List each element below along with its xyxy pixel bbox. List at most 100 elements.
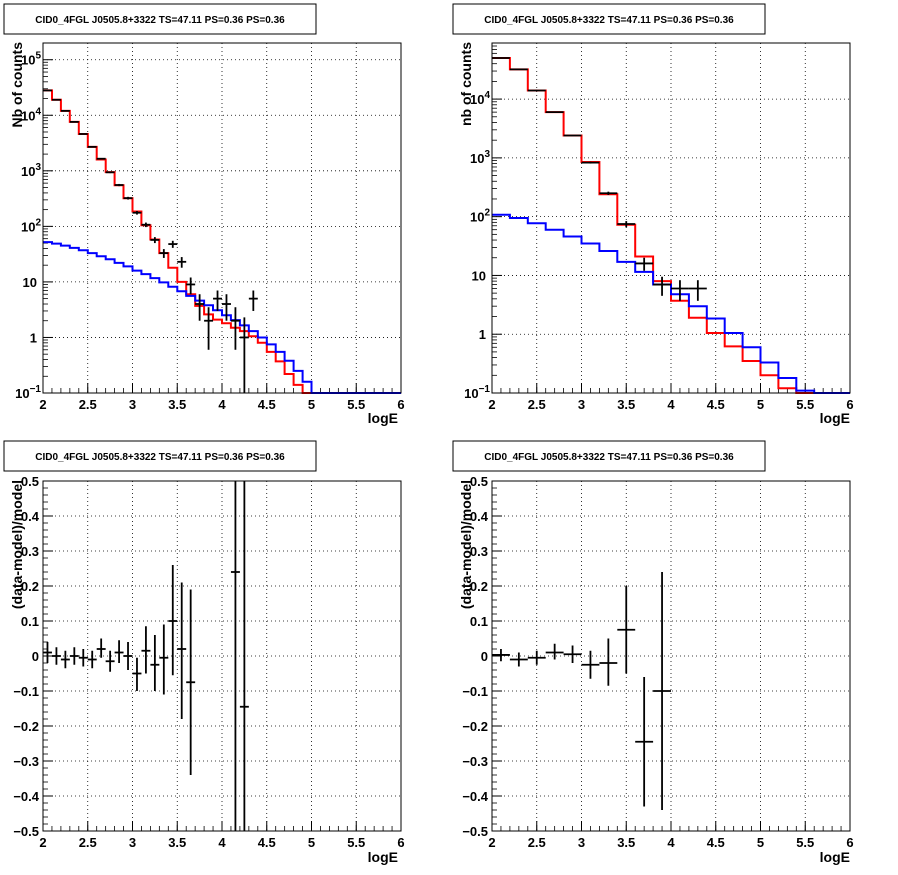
x-tick-label: 6 (397, 835, 404, 850)
y-tick-label: 103 (470, 149, 490, 166)
panel-bottom-right-residuals: CID0_4FGL J0505.8+3322 TS=47.11 PS=0.36 … (452, 440, 854, 865)
x-tick-label: 4.5 (707, 397, 725, 412)
title-box (3, 440, 317, 472)
chart-title: CID0_4FGL J0505.8+3322 TS=47.11 PS=0.36 … (35, 452, 285, 463)
title-box (452, 3, 766, 35)
y-axis-label: Nb of counts (9, 42, 25, 128)
x-tick-label: 3 (129, 397, 136, 412)
panel-bottom-left-residuals: CID0_4FGL J0505.8+3322 TS=47.11 PS=0.36 … (3, 440, 405, 865)
plot-area: 2 2.5 3 3.5 4 4.5 5 5.5 6 −0.5 −0.4 −0.3 −0.2 −0.1 0 0.… (13, 474, 404, 850)
x-tick-label: 5.5 (796, 397, 814, 412)
plot-frame (42, 480, 402, 832)
x-tick-label: 4.5 (258, 397, 276, 412)
x-tick-label: 4 (218, 397, 226, 412)
y-tick-label: 10 (23, 275, 37, 290)
y-tick-label: 0.4 (470, 509, 489, 524)
x-tick-label: 3 (578, 397, 585, 412)
y-tick-label: 102 (470, 208, 490, 225)
plot-area: 2 2.5 3 3.5 4 4.5 5 5.5 6 10−1 1 10 102 103 104 105 (15, 42, 405, 412)
x-tick-label: 5 (757, 835, 764, 850)
plot-frame (42, 42, 402, 394)
y-axis-label: (data-model)/model (9, 480, 25, 609)
x-tick-label: 5.5 (347, 397, 365, 412)
x-tick-label: 5 (308, 397, 315, 412)
x-tick-label: 2.5 (79, 397, 97, 412)
y-tick-label: 10 (472, 268, 486, 283)
x-tick-label: 6 (397, 397, 404, 412)
plot-frame (491, 480, 851, 832)
panel-top-right-counts: CID0_4FGL J0505.8+3322 TS=47.11 PS=0.36 … (452, 3, 854, 426)
y-tick-label: 1 (479, 327, 486, 342)
y-tick-label: 0.3 (470, 544, 488, 559)
x-tick-label: 2.5 (528, 397, 546, 412)
y-tick-label: 0.2 (21, 579, 39, 594)
x-tick-label: 6 (846, 835, 853, 850)
x-tick-label: 3.5 (617, 397, 635, 412)
y-tick-label: 104 (470, 90, 490, 107)
y-tick-label: −0.2 (13, 719, 39, 734)
x-tick-label: 4.5 (707, 835, 725, 850)
y-tick-label: 0 (32, 649, 39, 664)
x-tick-label: 3.5 (168, 835, 186, 850)
chart-title: CID0_4FGL J0505.8+3322 TS=47.11 PS=0.36 … (35, 15, 285, 26)
x-axis-label: logE (820, 410, 850, 426)
x-tick-label: 4.5 (258, 835, 276, 850)
panel-top-left-counts: CID0_4FGL J0505.8+3322 TS=47.11 PS=0.36 … (3, 3, 405, 426)
x-tick-label: 2 (39, 397, 46, 412)
y-tick-label: 104 (21, 106, 41, 123)
y-tick-label: 105 (21, 51, 41, 68)
plot-area: 2 2.5 3 3.5 4 4.5 5 5.5 6 −0.5 −0.4 −0.3 −0.2 −0.1 0 0.… (462, 474, 853, 850)
y-tick-label: 1 (30, 330, 37, 345)
x-tick-label: 3 (578, 835, 585, 850)
x-tick-label: 4 (218, 835, 226, 850)
x-axis-label: logE (820, 849, 850, 865)
x-tick-label: 5.5 (347, 835, 365, 850)
x-axis-label: logE (368, 410, 398, 426)
y-tick-label: 0.1 (470, 614, 488, 629)
y-tick-label: 10−1 (464, 384, 490, 401)
y-tick-label: 0.2 (470, 579, 488, 594)
x-tick-label: 2 (488, 397, 495, 412)
x-tick-label: 3 (129, 835, 136, 850)
x-tick-label: 2.5 (528, 835, 546, 850)
y-tick-label: −0.4 (13, 789, 39, 804)
y-tick-label: −0.5 (462, 824, 488, 839)
x-tick-label: 2 (488, 835, 495, 850)
x-tick-label: 6 (846, 397, 853, 412)
plot-frame (491, 42, 851, 394)
x-tick-label: 5 (308, 835, 315, 850)
title-box (3, 3, 317, 35)
y-tick-label: −0.1 (462, 684, 488, 699)
x-tick-label: 2.5 (79, 835, 97, 850)
chart-title: CID0_4FGL J0505.8+3322 TS=47.11 PS=0.36 … (484, 15, 734, 26)
x-tick-label: 3.5 (168, 397, 186, 412)
y-tick-label: −0.4 (462, 789, 488, 804)
y-axis-label: nb of counts (458, 42, 474, 126)
y-tick-label: 0 (481, 649, 488, 664)
y-tick-label: 0.1 (21, 614, 39, 629)
y-axis-label: (data-model)/model (458, 480, 474, 609)
y-tick-label: 102 (21, 217, 41, 234)
y-tick-label: 0.5 (470, 474, 488, 489)
x-tick-label: 4 (667, 835, 675, 850)
y-tick-label: 103 (21, 162, 41, 179)
title-box (452, 440, 766, 472)
x-axis-label: logE (368, 849, 398, 865)
x-tick-label: 3.5 (617, 835, 635, 850)
x-tick-label: 4 (667, 397, 675, 412)
histogram-series (43, 241, 401, 394)
plot-area: 2 2.5 3 3.5 4 4.5 5 5.5 6 10−1 1 10 102 103 104 (464, 42, 854, 412)
y-tick-label: −0.5 (13, 824, 39, 839)
x-tick-label: 2 (39, 835, 46, 850)
y-tick-label: 0.4 (21, 509, 40, 524)
y-tick-label: −0.3 (13, 754, 39, 769)
chart-title: CID0_4FGL J0505.8+3322 TS=47.11 PS=0.36 … (484, 452, 734, 463)
y-tick-label: −0.2 (462, 719, 488, 734)
y-tick-label: 10−1 (15, 384, 41, 401)
y-tick-label: 0.5 (21, 474, 39, 489)
y-tick-label: −0.3 (462, 754, 488, 769)
x-tick-label: 5.5 (796, 835, 814, 850)
y-tick-label: −0.1 (13, 684, 39, 699)
